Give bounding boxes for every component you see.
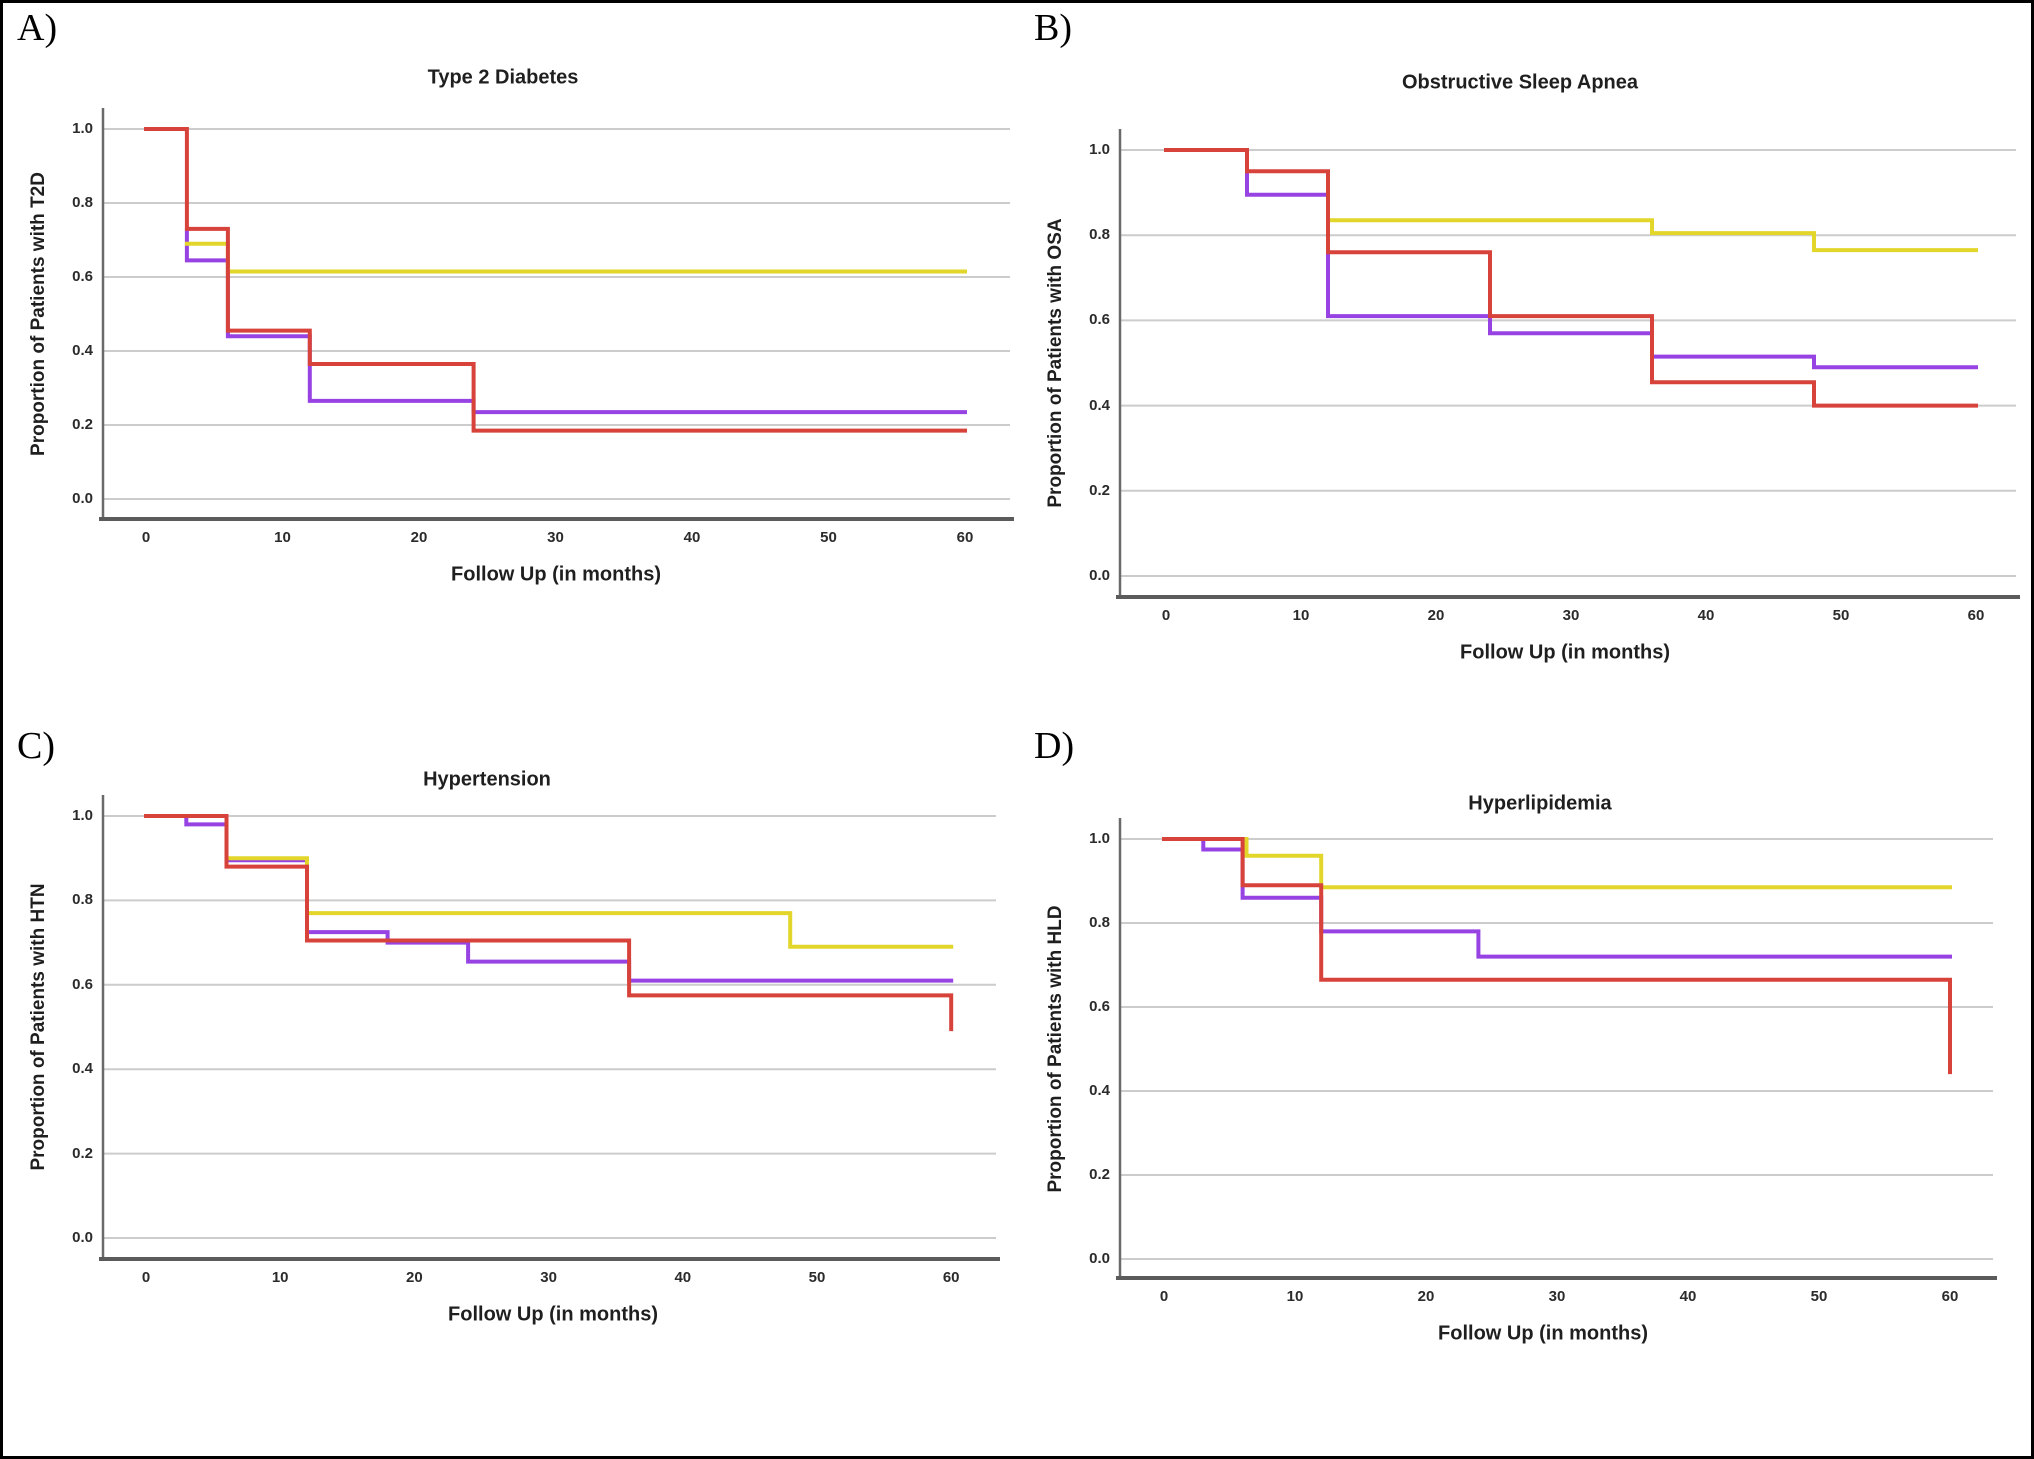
purple-series-line	[1245, 169, 1978, 370]
x-tick-label: 0	[141, 1269, 151, 1286]
x-tick-label: 40	[1679, 1288, 1697, 1305]
x-tick-label: 60	[1941, 1288, 1959, 1305]
x-tick-label: 10	[271, 1269, 289, 1286]
km-plot	[1116, 129, 2020, 599]
y-tick-label: 0.6	[1089, 311, 1110, 329]
x-tick-label: 50	[1810, 1288, 1828, 1305]
chart-title: Hypertension	[423, 768, 551, 791]
x-tick-label: 30	[540, 1269, 557, 1286]
y-tick-label: 0.0	[1089, 1250, 1110, 1267]
x-tick-label: 40	[683, 529, 701, 546]
y-tick-label: 0.4	[72, 1060, 93, 1078]
x-tick-label: 50	[808, 1269, 826, 1286]
y-tick-label: 0.8	[72, 194, 93, 211]
x-tick-label: 0	[1159, 1288, 1169, 1305]
x-tick-label: 10	[1286, 1288, 1304, 1305]
x-tick-label: 20	[1427, 607, 1445, 624]
km-plot	[99, 795, 1000, 1261]
panel-c: C) Hypertension Proportion of Patients w…	[3, 709, 1020, 1456]
y-tick-label: 0.4	[1089, 396, 1110, 414]
red-series-line	[1164, 148, 1978, 408]
panel-letter: D)	[1034, 725, 1075, 767]
yellow-series-line	[1244, 837, 1952, 890]
panel-letter: C)	[17, 725, 55, 767]
x-tick-label: 0	[1161, 607, 1171, 624]
x-tick-label: 40	[674, 1269, 692, 1286]
yellow-series-line	[224, 856, 954, 949]
y-tick-label: 1.0	[72, 807, 93, 824]
x-axis-label: Follow Up (in months)	[448, 1303, 658, 1326]
y-tick-label: 0.2	[72, 1144, 93, 1162]
purple-series-line	[184, 814, 954, 983]
y-tick-label: 0.6	[1089, 998, 1110, 1015]
x-tick-label: 20	[406, 1269, 423, 1286]
x-tick-label: 60	[1967, 607, 1985, 624]
y-tick-label: 1.0	[1089, 830, 1110, 847]
y-tick-label: 0.0	[1089, 567, 1110, 584]
y-tick-label: 0.0	[72, 1229, 93, 1246]
chart-title: Obstructive Sleep Apnea	[1402, 71, 1638, 94]
chart-title: Type 2 Diabetes	[427, 66, 579, 89]
panel-letter: B)	[1034, 7, 1072, 49]
km-plot	[1116, 818, 1997, 1280]
x-tick-label: 40	[1697, 607, 1715, 624]
x-tick-label: 30	[1562, 607, 1580, 624]
x-tick-label: 30	[1548, 1288, 1566, 1305]
y-tick-label: 0.4	[1089, 1082, 1110, 1099]
x-axis-label: Follow Up (in months)	[1460, 641, 1670, 664]
x-tick-label: 60	[956, 529, 974, 546]
x-tick-label: 30	[547, 529, 564, 546]
x-tick-label: 50	[1832, 607, 1850, 624]
y-tick-label: 0.8	[72, 891, 93, 909]
y-tick-label: 0.0	[72, 490, 93, 507]
panel-b: B) Obstructive Sleep Apnea Proportion of…	[1020, 3, 2031, 709]
panel-letter: A)	[17, 7, 58, 49]
km-plot	[99, 108, 1014, 521]
y-tick-label: 0.4	[72, 342, 93, 359]
y-tick-label: 0.8	[1089, 226, 1110, 244]
y-tick-label: 1.0	[72, 120, 93, 137]
panel-a: A) Type 2 Diabetes Proportion of Patient…	[3, 3, 1020, 709]
x-tick-label: 10	[1292, 607, 1310, 624]
x-axis-label: Follow Up (in months)	[1438, 1322, 1648, 1345]
x-tick-label: 50	[820, 529, 837, 546]
x-tick-label: 0	[141, 529, 151, 546]
panel-d: D) Hyperlipidemia Proportion of Patients…	[1020, 709, 2031, 1456]
y-tick-label: 0.8	[1089, 914, 1110, 931]
x-tick-label: 10	[274, 529, 291, 546]
red-series-line	[144, 814, 954, 1032]
x-tick-label: 60	[942, 1269, 960, 1286]
y-tick-label: 0.2	[1089, 481, 1110, 499]
x-axis-label: Follow Up (in months)	[451, 563, 661, 586]
x-tick-label: 20	[1417, 1288, 1435, 1305]
y-tick-label: 0.2	[1089, 1166, 1110, 1183]
y-tick-label: 0.6	[72, 975, 93, 993]
y-tick-label: 1.0	[1089, 141, 1110, 158]
yellow-series-line	[1326, 218, 1978, 253]
yellow-series-line	[184, 241, 967, 274]
red-series-line	[1162, 837, 1952, 1075]
purple-series-line	[184, 228, 967, 415]
y-tick-label: 0.6	[72, 268, 93, 285]
red-series-line	[144, 127, 967, 433]
y-tick-label: 0.2	[72, 416, 93, 433]
chart-title: Hyperlipidemia	[1468, 792, 1612, 815]
x-tick-label: 20	[410, 529, 428, 546]
